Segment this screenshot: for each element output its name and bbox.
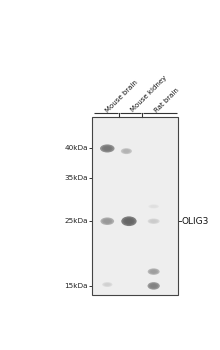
Ellipse shape [101, 217, 114, 225]
Ellipse shape [124, 150, 129, 153]
Ellipse shape [123, 218, 135, 225]
Text: 35kDa: 35kDa [64, 175, 88, 181]
Ellipse shape [104, 219, 111, 223]
Ellipse shape [102, 145, 113, 152]
Ellipse shape [100, 145, 115, 153]
Ellipse shape [125, 219, 133, 224]
Ellipse shape [149, 283, 158, 289]
Ellipse shape [121, 216, 137, 226]
Ellipse shape [121, 148, 132, 154]
Text: 15kDa: 15kDa [64, 283, 88, 289]
Ellipse shape [122, 149, 130, 153]
Text: 40kDa: 40kDa [64, 146, 88, 152]
Ellipse shape [102, 218, 112, 224]
Ellipse shape [148, 218, 160, 224]
Ellipse shape [151, 220, 157, 223]
Text: Mouse brain: Mouse brain [104, 79, 139, 113]
Ellipse shape [104, 146, 111, 150]
Ellipse shape [148, 282, 160, 290]
Ellipse shape [105, 284, 110, 286]
Ellipse shape [148, 268, 160, 275]
Ellipse shape [150, 205, 158, 208]
Ellipse shape [102, 282, 112, 287]
Text: OLIG3: OLIG3 [182, 217, 209, 226]
Ellipse shape [151, 270, 157, 273]
Bar [92, 118, 178, 295]
Ellipse shape [151, 205, 156, 208]
Ellipse shape [148, 204, 159, 208]
Ellipse shape [151, 284, 157, 288]
Text: Rat brain: Rat brain [154, 87, 180, 113]
Ellipse shape [149, 219, 158, 223]
Ellipse shape [103, 283, 111, 286]
Ellipse shape [149, 269, 158, 274]
Text: Mouse kidney: Mouse kidney [130, 75, 168, 113]
Text: 25kDa: 25kDa [64, 218, 88, 224]
